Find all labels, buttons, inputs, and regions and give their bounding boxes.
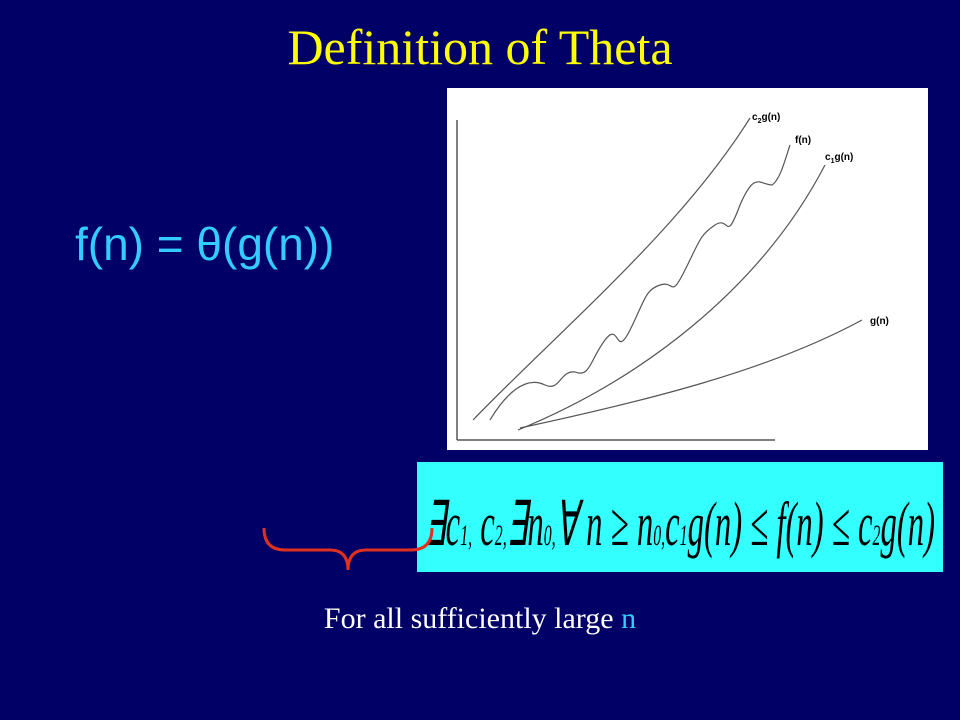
f-curve [489, 144, 791, 421]
curve-label: c1g(n) [825, 152, 853, 165]
text-part: g(n) [880, 491, 935, 559]
curve-label: c2g(n) [752, 112, 780, 125]
text-part: g(n) [761, 112, 780, 123]
text-part: g(n) [834, 152, 853, 163]
text-part: For all sufficiently large [324, 602, 621, 635]
text-part: c [665, 491, 680, 559]
text-part: 0, [544, 519, 556, 552]
text-part: 2 [758, 118, 762, 125]
statement: f(n) = θ(g(n)) [75, 218, 334, 270]
text-part: ∃n [507, 491, 544, 559]
slide-title: Definition of Theta [287, 19, 672, 75]
text-part: ∃c [425, 491, 460, 559]
caption: For all sufficiently large n [324, 602, 636, 635]
formula-box [417, 462, 943, 572]
text-part: g(n) ≤ f(n) ≤ c [688, 491, 873, 559]
formula: ∃c1, c2,∃n0,∀ n ≥ n0,c1g(n) ≤ f(n) ≤ c2g… [425, 491, 935, 559]
text-part: c [472, 491, 495, 559]
text-part: 2, [495, 519, 507, 552]
upper-bound-curve [472, 117, 751, 421]
text-part: c [752, 112, 758, 123]
graph: c2g(n) f(n) c1g(n) g(n) [456, 112, 889, 441]
text-part: 1, [460, 519, 472, 552]
g-curve [519, 319, 863, 429]
graph-panel [447, 88, 928, 450]
text-part: 0, [653, 519, 665, 552]
text-part: n [621, 602, 636, 635]
curve-label: f(n) [795, 135, 811, 146]
curve-label: g(n) [870, 316, 889, 327]
brace [262, 527, 434, 571]
lower-bound-curve [517, 164, 826, 431]
text-part: ∀ n ≥ n [556, 491, 654, 559]
text-part: 1 [831, 158, 835, 165]
text-part: 1 [680, 519, 688, 552]
text-part: 2 [873, 519, 881, 552]
text-part: c [825, 152, 831, 163]
